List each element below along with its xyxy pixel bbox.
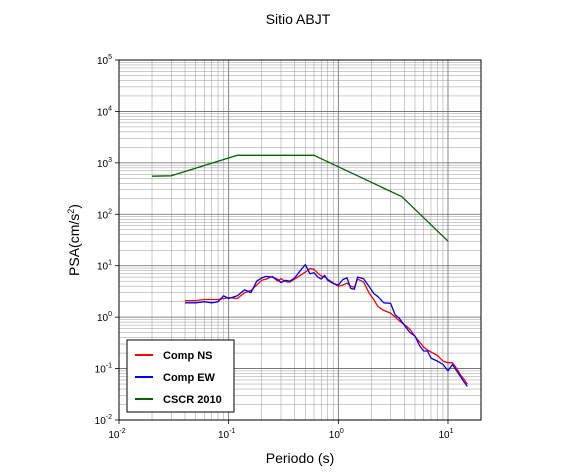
- y-tick-label: 10-2: [95, 414, 112, 427]
- series-layer: [151, 154, 468, 387]
- y-tick-label: 105: [97, 54, 112, 67]
- x-tick-label: 101: [438, 428, 453, 441]
- y-axis-label: PSA(cm/s2): [66, 204, 82, 276]
- legend-label: CSCR 2010: [163, 394, 222, 406]
- y-tick-label: 10-1: [95, 363, 112, 376]
- y-tick-label: 100: [97, 311, 112, 324]
- legend: Comp NS Comp EW CSCR 2010: [126, 339, 235, 413]
- grid-layer: [118, 59, 482, 421]
- x-tick-label: 10-1: [218, 428, 235, 441]
- tick-layer: 10-2 10-1 100 101 10-2 10-1 100 101 102 103 104 105: [95, 54, 454, 441]
- legend-label: Comp EW: [163, 372, 216, 384]
- legend-label: Comp NS: [163, 350, 213, 362]
- series-line: [151, 154, 449, 242]
- x-tick-label: 10-2: [108, 428, 125, 441]
- chart-title: Sitio ABJT: [266, 11, 331, 27]
- y-tick-label: 103: [97, 157, 112, 170]
- x-axis-label: Periodo (s): [266, 450, 334, 466]
- y-tick-label: 104: [97, 105, 112, 118]
- y-tick-label: 101: [97, 260, 112, 273]
- x-tick-label: 100: [329, 428, 344, 441]
- y-tick-label: 102: [97, 208, 112, 221]
- plot-frame: [118, 59, 482, 421]
- series-line: [185, 263, 468, 387]
